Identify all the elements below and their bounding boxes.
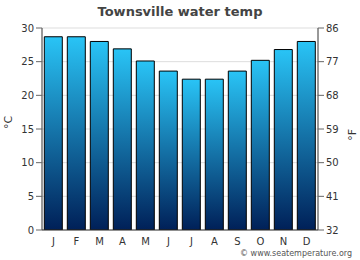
svg-text:41: 41 <box>326 191 339 202</box>
svg-text:68: 68 <box>326 90 339 101</box>
svg-text:°C: °C <box>8 116 15 130</box>
svg-text:M: M <box>141 236 150 247</box>
svg-text:77: 77 <box>326 56 339 67</box>
svg-text:O: O <box>257 236 265 247</box>
svg-text:F: F <box>74 236 80 247</box>
svg-text:J: J <box>189 236 193 247</box>
svg-text:59: 59 <box>326 124 339 135</box>
svg-text:20: 20 <box>21 90 34 101</box>
svg-text:J: J <box>166 236 170 247</box>
svg-text:30: 30 <box>21 23 34 34</box>
svg-text:M: M <box>95 236 104 247</box>
html-text:© www.seatemperature.org: © www.seatemperature.org <box>240 249 352 258</box>
svg-text:5: 5 <box>28 191 34 202</box>
svg-text:D: D <box>303 236 311 247</box>
html-text:Townsville water temp: Townsville water temp <box>97 4 263 19</box>
svg-text:25: 25 <box>21 56 34 67</box>
svg-text:86: 86 <box>326 23 339 34</box>
svg-text:A: A <box>119 236 126 247</box>
svg-text:A: A <box>211 236 218 247</box>
svg-text:J: J <box>51 236 55 247</box>
svg-text:50: 50 <box>326 157 339 168</box>
svg-text:15: 15 <box>21 124 34 135</box>
svg-text:32: 32 <box>326 225 339 236</box>
svg-text:0: 0 <box>28 225 34 236</box>
svg-text:10: 10 <box>21 157 34 168</box>
svg-text:N: N <box>280 236 287 247</box>
svg-text:S: S <box>234 236 240 247</box>
svg-text:°F: °F <box>346 129 352 141</box>
